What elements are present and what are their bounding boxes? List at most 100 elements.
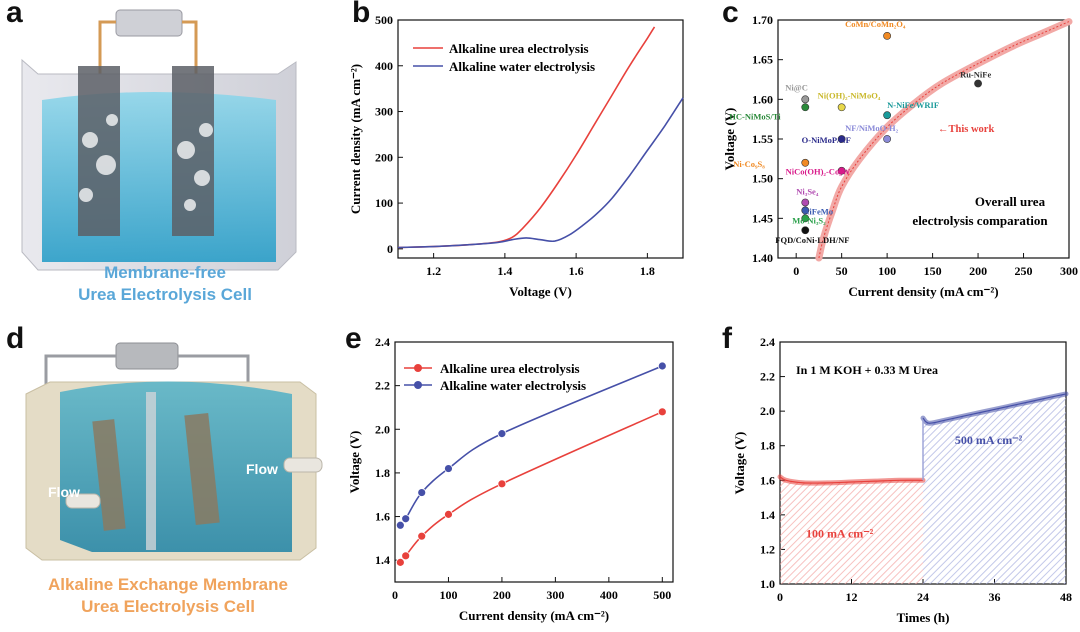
point-label: HC-NiMoS/Ti — [729, 111, 781, 121]
series-label-500: 500 mA cm⁻² — [955, 433, 1023, 447]
data-point — [801, 226, 810, 235]
x-tick-label: 0 — [777, 590, 783, 604]
x-tick-label: 0 — [793, 264, 799, 278]
caption-d-line2: Urea Electrolysis Cell — [81, 597, 255, 616]
data-point-urea — [417, 531, 427, 541]
y-tick-label: 2.2 — [760, 370, 775, 384]
panel-letter-a: a — [6, 0, 23, 29]
point-label: Ni(OH)₂-NiMoO₄ — [818, 90, 881, 100]
y-tick-label: 1.4 — [760, 508, 775, 522]
data-point-water — [395, 520, 405, 530]
data-point — [883, 31, 892, 40]
y-tick-label: 100 — [375, 196, 393, 210]
data-point-water — [444, 464, 453, 473]
y-tick-label: 300 — [375, 105, 393, 119]
data-point — [801, 95, 810, 104]
series-line-100 — [779, 476, 924, 484]
y-tick-label: 1.8 — [375, 466, 390, 480]
panel-letter-b: b — [352, 0, 371, 29]
series-area-500 — [923, 393, 1066, 584]
panel-letter-d: d — [6, 322, 25, 355]
series-label-100: 100 mA cm⁻² — [806, 526, 874, 540]
point-label: Ni@C — [785, 82, 808, 92]
data-point — [883, 135, 892, 143]
y-tick-label: 1.0 — [760, 577, 775, 591]
x-tick-label: 0 — [392, 588, 398, 602]
data-point-urea — [401, 551, 411, 561]
electrode-left-a — [78, 66, 120, 236]
data-point — [801, 214, 810, 223]
caption-a-line2: Urea Electrolysis Cell — [78, 285, 252, 304]
y-tick-label: 1.65 — [752, 53, 773, 67]
outlet-pipe-d — [283, 457, 323, 473]
membrane-d — [146, 392, 156, 550]
y-tick-label: 2.4 — [375, 335, 390, 349]
panel-letter-c: c — [722, 0, 739, 29]
x-tick-label: 400 — [600, 588, 618, 602]
data-point-water — [497, 429, 507, 439]
data-point-urea — [497, 479, 507, 489]
point-label: Ru-NiFe — [960, 69, 991, 79]
x-tick-label: 100 — [439, 588, 457, 602]
data-point — [837, 103, 846, 112]
y-tick-label: 1.70 — [752, 13, 773, 27]
x-tick-label: 1.2 — [426, 264, 441, 278]
data-point-urea — [444, 509, 453, 519]
data-point — [801, 158, 810, 167]
y-axis-label: Voltage (V) — [347, 431, 362, 494]
caption-d: Alkaline Exchange Membrane Urea Electrol… — [18, 574, 318, 618]
y-tick-label: 1.8 — [760, 439, 775, 453]
y-tick-label: 2.0 — [760, 404, 775, 418]
flow-label-left: Flow — [48, 484, 80, 500]
this-work-label: ←This work — [938, 124, 994, 135]
x-tick-label: 12 — [846, 590, 858, 604]
annotation-line1: Overall urea — [975, 194, 1046, 209]
flow-label-right: Flow — [246, 461, 278, 477]
data-point — [837, 166, 846, 175]
point-label: FQD/CoNi-LDH/NF — [775, 235, 849, 245]
y-tick-label: 200 — [375, 150, 393, 164]
this-work-curve — [818, 21, 1070, 259]
x-axis-label: Current density (mA cm⁻²) — [848, 284, 998, 299]
y-tick-label: 500 — [375, 13, 393, 27]
x-tick-label: 150 — [924, 264, 942, 278]
x-tick-label: 24 — [917, 590, 929, 604]
x-axis-label: Current density (mA cm⁻²) — [459, 608, 609, 623]
point-label: N-NiFe/WRIF — [887, 100, 939, 110]
x-tick-label: 48 — [1060, 590, 1072, 604]
wire-right-a — [182, 20, 198, 75]
y-tick-label: 1.4 — [375, 553, 390, 567]
legend-marker-urea — [414, 364, 422, 372]
panel-letter-f: f — [722, 322, 732, 355]
legend-label-urea: Alkaline urea electrolysis — [440, 361, 580, 376]
x-tick-label: 100 — [878, 264, 896, 278]
plot-frame — [394, 341, 674, 583]
y-tick-label: 1.6 — [760, 473, 775, 487]
electrode-right-d — [184, 413, 220, 525]
x-tick-label: 1.4 — [497, 264, 512, 278]
caption-a: Membrane-free Urea Electrolysis Cell — [40, 262, 290, 306]
data-point — [801, 206, 810, 215]
x-tick-label: 500 — [653, 588, 671, 602]
y-tick-label: 1.50 — [752, 172, 773, 186]
point-label: NiFeMo — [803, 206, 833, 216]
data-point — [883, 111, 892, 120]
point-label: O-NiMoP/NF — [802, 135, 851, 145]
data-point-water — [401, 514, 411, 524]
y-tick-label: 2.2 — [375, 379, 390, 393]
legend-label-water: Alkaline water electrolysis — [440, 378, 586, 393]
x-tick-label: 36 — [989, 590, 1001, 604]
x-tick-label: 1.6 — [569, 264, 584, 278]
point-label: Ni₃Se₄ — [796, 186, 819, 196]
data-point-urea — [395, 557, 405, 567]
series-area-100 — [780, 476, 923, 584]
point-label: CoMn/CoMn₂O₄ — [845, 19, 906, 29]
y-tick-label: 0 — [387, 242, 393, 256]
electrode-left-d — [92, 419, 126, 531]
legend-marker-water — [414, 381, 422, 389]
data-point-urea — [657, 407, 667, 417]
series-line-water — [397, 97, 684, 249]
